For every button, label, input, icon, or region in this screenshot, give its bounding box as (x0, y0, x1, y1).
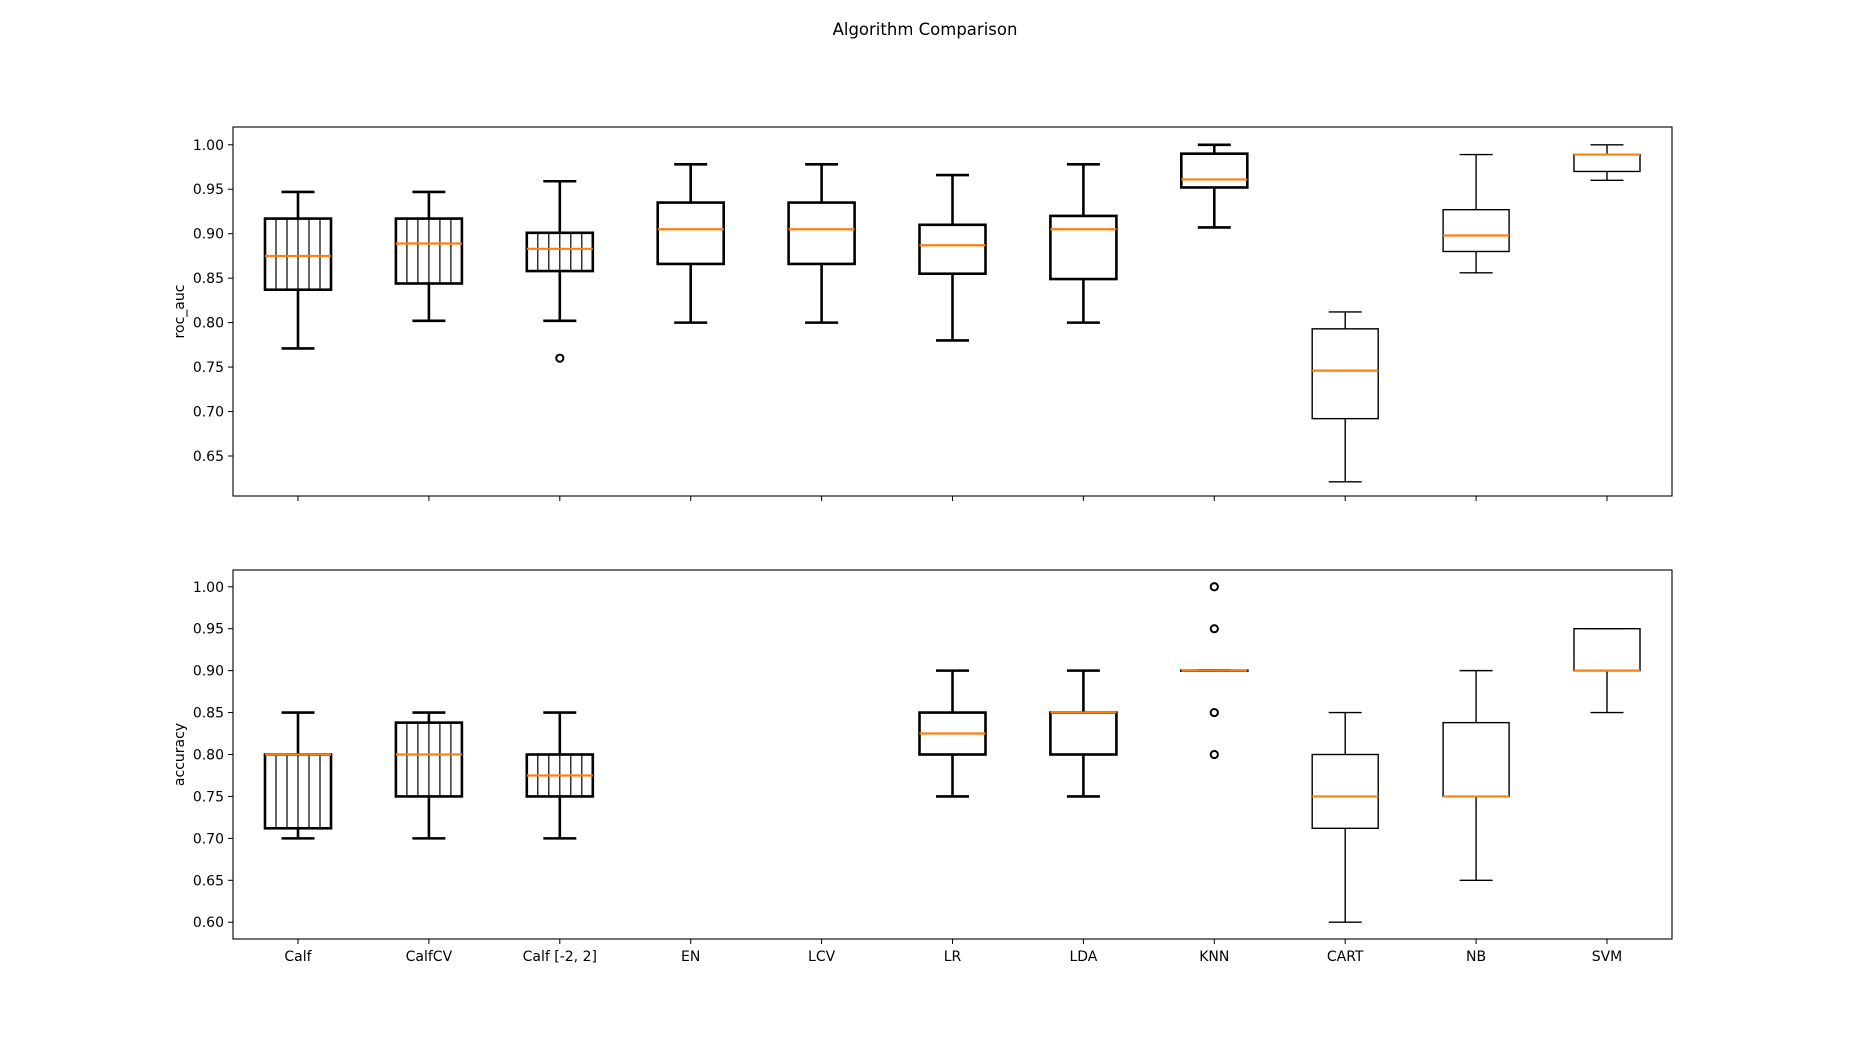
x-tick-label: LDA (1069, 949, 1097, 965)
accuracy-panel: 0.60 0.65 0.70 0.75 0.80 0.85 0.90 0.95 1.00 accu… (172, 569, 1673, 965)
box-nb (1442, 153, 1510, 274)
y-tick-label: 0.70 (193, 831, 224, 847)
box-cart (1311, 711, 1379, 923)
x-tick-label: KNN (1199, 949, 1229, 965)
box-knn (1180, 143, 1249, 229)
box-body (1311, 753, 1379, 830)
axes-frame (232, 126, 1673, 497)
box-calf-2-2- (525, 179, 595, 363)
y-tick-label: 0.80 (193, 316, 224, 332)
box-en (656, 163, 726, 324)
box-calf-2-2- (525, 711, 595, 840)
y-tick-label: 0.75 (193, 360, 224, 376)
x-tick-label: LCV (808, 949, 836, 965)
box-lda (1049, 163, 1118, 324)
figure-title: Algorithm Comparison (833, 20, 1018, 39)
outlier-point (1209, 749, 1219, 760)
box-calf (263, 190, 333, 350)
box-svm (1573, 628, 1641, 714)
box-knn (1180, 582, 1249, 760)
x-tick-label: CalfCV (406, 949, 453, 965)
outlier-point (1209, 582, 1219, 592)
y-tick-label: 0.65 (193, 449, 224, 465)
roc-auc-panel: 0.65 0.70 0.75 0.80 0.85 0.90 0.95 1.00 roc_auc (172, 126, 1673, 501)
y-tick-label: 0.85 (193, 706, 224, 722)
box-svm (1573, 144, 1641, 182)
box-calfcv (394, 711, 464, 840)
outlier-point (1209, 624, 1219, 634)
box-lcv (787, 163, 856, 324)
box-lr (918, 173, 987, 342)
y-tick-label: 0.65 (193, 873, 224, 889)
y-tick-label: 0.85 (193, 271, 224, 287)
x-tick-label: SVM (1592, 949, 1623, 965)
box-cart (1311, 311, 1379, 483)
box-calf (263, 711, 333, 840)
x-tick-label: LR (944, 949, 962, 965)
box-body (1049, 214, 1118, 281)
y-tick-label: 0.75 (193, 789, 224, 805)
box-body (1180, 152, 1249, 189)
y-axis-label: roc_auc (172, 285, 188, 339)
y-tick-label: 1.00 (193, 580, 224, 596)
axes-frame (232, 569, 1673, 940)
box-body (787, 201, 856, 266)
y-tick-label: 0.95 (193, 182, 224, 198)
outlier-point (1209, 707, 1219, 718)
box-calfcv (394, 190, 464, 323)
x-tick-label: Calf (284, 949, 312, 965)
y-tick-label: 0.90 (193, 227, 224, 243)
y-tick-label: 1.00 (193, 138, 224, 154)
box-body (1442, 208, 1510, 253)
y-tick-label: 0.60 (193, 915, 224, 931)
box-body (918, 223, 987, 276)
x-tick-label: Calf [-2, 2] (523, 949, 597, 965)
box-nb (1442, 669, 1510, 881)
box-body (656, 201, 726, 266)
y-tick-label: 0.90 (193, 664, 224, 680)
x-tick-label: EN (681, 949, 700, 965)
y-axis-label: accuracy (172, 723, 188, 786)
y-tick-label: 0.80 (193, 748, 224, 764)
box-body (1311, 328, 1379, 420)
x-tick-label: CART (1327, 949, 1364, 965)
x-tick-label: NB (1466, 949, 1486, 965)
outlier-point (555, 353, 565, 363)
y-tick-label: 0.70 (193, 405, 224, 421)
box-lda (1049, 669, 1118, 798)
box-lr (918, 669, 987, 798)
y-tick-label: 0.95 (193, 622, 224, 638)
